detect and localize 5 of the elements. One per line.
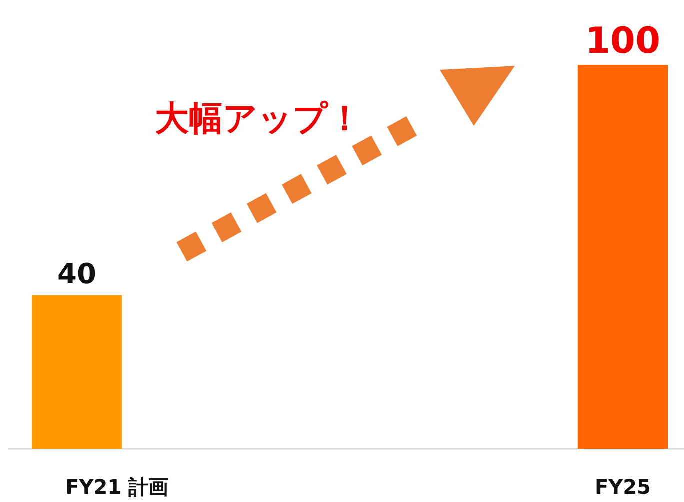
x-tick-label: FY21 計画: [66, 475, 169, 499]
x-tick-label: FY25: [594, 475, 651, 499]
data-label: 40: [58, 257, 97, 290]
data-label: 100: [585, 21, 661, 62]
annotation: 大幅アップ！: [155, 99, 362, 139]
